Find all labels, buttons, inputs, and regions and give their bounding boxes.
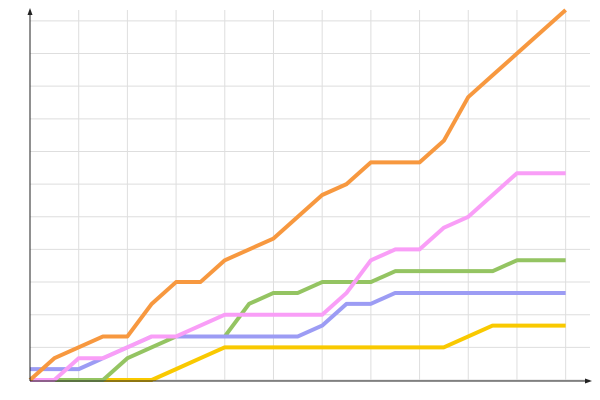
y-axis-arrow xyxy=(27,8,33,15)
x-axis-arrow xyxy=(585,378,592,384)
lines xyxy=(28,8,567,382)
series-line xyxy=(30,171,566,382)
series-line xyxy=(30,323,566,382)
series-line xyxy=(30,258,566,382)
series-line xyxy=(28,8,567,382)
